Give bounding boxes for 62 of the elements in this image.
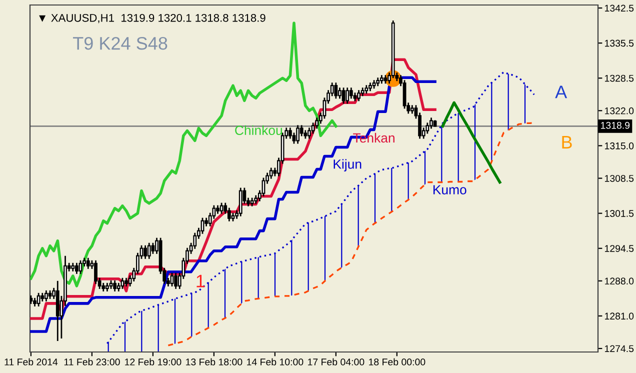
candlestick (36, 292, 40, 308)
annotation: B (562, 136, 572, 148)
candlestick (44, 290, 48, 302)
x-tick-label: 13 Feb 18:00 (186, 358, 242, 366)
candlestick (94, 260, 98, 285)
y-tick-label: 1322.0 (604, 107, 634, 114)
candlestick (220, 202, 224, 214)
candlestick (311, 122, 315, 134)
candlestick (200, 217, 204, 235)
y-tick-label: 1274.5 (604, 345, 634, 352)
x-tick-label: 12 Feb 19:00 (125, 358, 182, 366)
candlestick (113, 280, 117, 292)
candlestick (349, 86, 353, 100)
candlestick (170, 272, 174, 288)
y-tick-label: 1294.5 (604, 245, 634, 252)
series-label: Kumo (433, 185, 466, 194)
candlestick (426, 122, 430, 134)
y-tick-label: 1328.5 (604, 74, 634, 82)
y-tick-label: 1342.5 (604, 4, 634, 12)
candlestick (147, 242, 151, 260)
x-tick-label: 18 Feb 00:00 (369, 358, 426, 366)
candlestick (338, 86, 342, 100)
y-tick-label: 1288.0 (604, 278, 634, 285)
line-series (167, 122, 535, 346)
x-tick-label: 17 Feb 04:00 (308, 358, 364, 366)
x-tick-label: 11 Feb 23:00 (64, 358, 120, 366)
candlestick (78, 260, 82, 275)
text: ▼ XAUUSD,H1 1319.9 1320.1 1318.8 1318.9 (39, 14, 266, 24)
candlestick (292, 132, 296, 144)
candlestick (144, 244, 148, 260)
x-tick-label: 14 Feb 10:00 (247, 358, 304, 366)
y-tick-label: 1281.0 (604, 312, 634, 320)
candlestick (342, 86, 346, 104)
annotation: T9 K24 S48 (73, 36, 168, 50)
y-tick-label: 1315.0 (604, 142, 634, 150)
candlestick (357, 89, 360, 102)
candlestick (334, 82, 338, 100)
text: Tenkan (353, 132, 394, 143)
x-tick-label: 11 Feb 2014 (4, 358, 58, 366)
candlestick (174, 272, 178, 290)
y-tick-label: 1308.5 (604, 174, 634, 182)
candlestick (315, 116, 319, 130)
candlestick (151, 242, 155, 255)
candlestick (86, 257, 90, 270)
candlestick (288, 126, 292, 140)
y-tick-label: 1301.5 (604, 210, 634, 217)
series-label: Chinkou (235, 125, 282, 136)
candlestick (193, 232, 197, 250)
candlestick (308, 126, 311, 140)
candlestick (238, 187, 242, 217)
candlestick (430, 116, 433, 130)
candlestick (120, 277, 124, 290)
line-series (441, 101, 502, 184)
ref-line-label: 1318.9 (601, 122, 630, 129)
candlestick (227, 207, 231, 222)
annotation: 1 (196, 274, 205, 288)
candlestick (346, 86, 350, 104)
series-label: Kijun (334, 159, 362, 172)
y-tick-label: 1335.5 (604, 40, 634, 47)
candlestick (75, 262, 78, 275)
annotation: A (555, 86, 568, 98)
candlestick (296, 124, 300, 144)
